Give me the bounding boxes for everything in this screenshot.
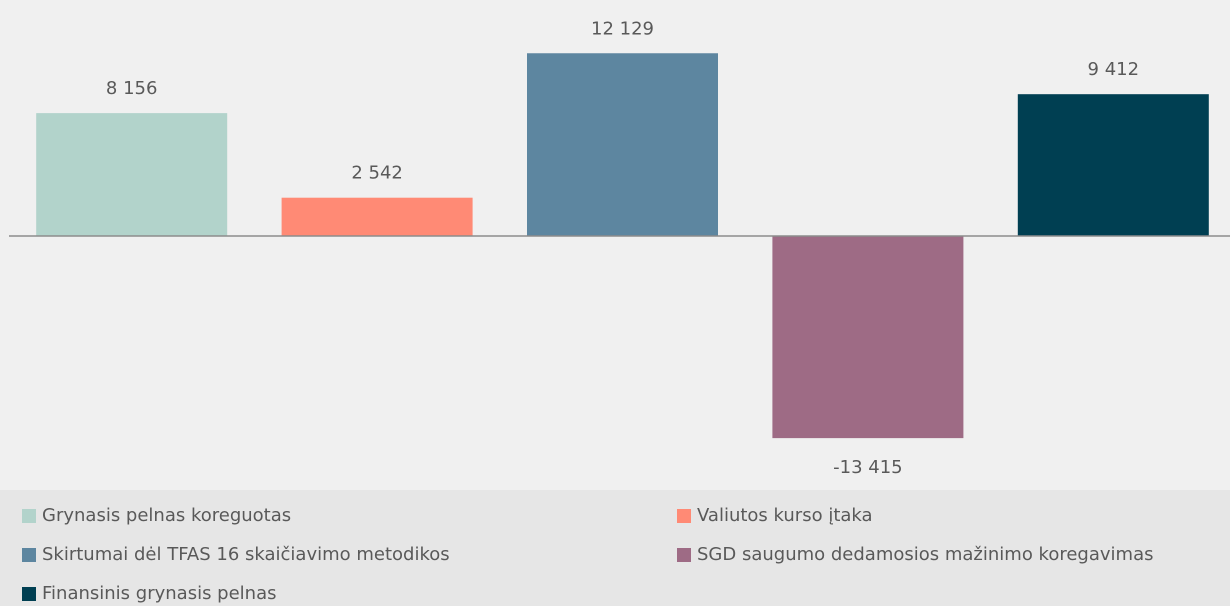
legend-swatch — [22, 587, 36, 601]
legend-label: Finansinis grynasis pelnas — [42, 583, 277, 604]
legend-area — [0, 490, 1230, 606]
legend-label: SGD saugumo dedamosios mažinimo koregavi… — [697, 544, 1154, 565]
data-label: 8 156 — [106, 78, 158, 99]
legend-label: Skirtumai dėl TFAS 16 skaičiavimo metodi… — [42, 544, 450, 565]
data-label: 12 129 — [591, 18, 654, 39]
legend-swatch — [22, 509, 36, 523]
legend-swatch — [22, 548, 36, 562]
bar — [1017, 94, 1209, 236]
data-label: 9 412 — [1088, 59, 1140, 80]
bar — [772, 236, 964, 439]
bar — [36, 113, 228, 236]
legend-swatch — [677, 509, 691, 523]
legend-label: Valiutos kurso įtaka — [697, 505, 873, 526]
bar — [527, 53, 718, 236]
data-label: 2 542 — [351, 163, 403, 184]
data-label: -13 415 — [833, 457, 902, 478]
legend-label: Grynasis pelnas koreguotas — [42, 505, 291, 526]
bar — [281, 197, 473, 236]
legend-swatch — [677, 548, 691, 562]
